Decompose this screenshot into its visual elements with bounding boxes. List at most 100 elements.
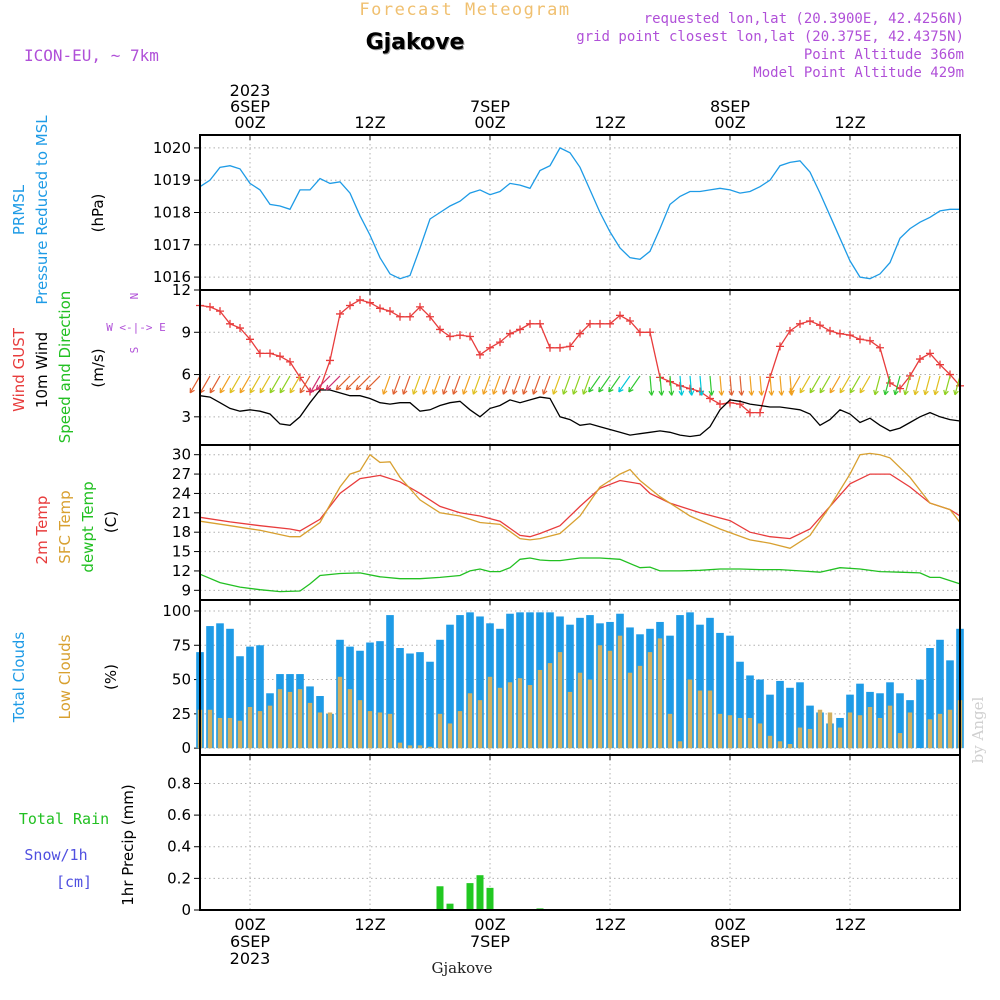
low-cloud-bar [747, 717, 753, 749]
compass-south: S [128, 347, 141, 354]
wind-arrow-head [839, 387, 845, 394]
wind-direction-arrow [249, 375, 261, 394]
total-cloud-bar [356, 650, 364, 749]
total-cloud-bar [466, 612, 474, 749]
gust-marker [796, 319, 804, 328]
gust-marker [776, 342, 784, 351]
top-time-label: 6SEP [230, 97, 270, 116]
temperature-ytick-label: 15 [172, 543, 191, 561]
top-time-label: 8SEP [710, 97, 750, 116]
wind-arrow-head [618, 386, 624, 393]
gust-marker [526, 319, 534, 328]
low-cloud-bar [277, 689, 283, 749]
gust-marker [836, 329, 844, 338]
bottom-time-label: 7SEP [470, 932, 510, 951]
bottom-time-label: 00Z [714, 915, 745, 934]
wind-direction-arrow [392, 375, 401, 395]
wind-direction-arrow [849, 375, 861, 394]
low-cloud-bar [557, 652, 563, 749]
wind-arrow-head [461, 389, 468, 395]
wind-arrow-head [315, 384, 322, 391]
gust-marker [706, 394, 714, 403]
wind-direction-arrow [859, 375, 871, 394]
wind-arrow-head [789, 387, 795, 394]
gust-marker [266, 349, 274, 358]
gust-marker [636, 328, 644, 337]
wind-direction-arrow [542, 375, 551, 395]
wind-arrow-head [391, 389, 398, 395]
low-cloud-bar [217, 717, 223, 749]
wind-arrow-head [239, 387, 245, 394]
wind-direction-arrow [269, 375, 281, 394]
wind-arrow-head [809, 387, 815, 394]
gust-marker [516, 325, 524, 334]
pressure-panel-labels: PRMSL Pressure Reduced to MSL (hPa) [10, 115, 107, 305]
total-cloud-bar [666, 635, 674, 749]
total-cloud-bar [366, 642, 374, 749]
wind-arrow-head [678, 390, 685, 396]
total-cloud-bar [456, 615, 464, 749]
gust-marker [216, 307, 224, 316]
wind-arrow-head [893, 389, 899, 396]
precip-ytick-label: 0.8 [167, 774, 191, 792]
low-cloud-bar [537, 669, 543, 749]
gust-marker [506, 329, 514, 338]
wind-direction-arrow [789, 375, 801, 394]
wind-direction-arrow [492, 375, 501, 395]
wind-arrow-head [799, 387, 805, 394]
pressure-ytick-label: 1020 [153, 139, 191, 157]
wind-direction-arrow [335, 375, 351, 391]
wind-label-10m: 10m Wind [33, 332, 51, 408]
wind-arrow-head [381, 389, 388, 395]
wind-arrow-head [943, 389, 949, 396]
gust-marker [626, 317, 634, 325]
low-cloud-bar [797, 727, 803, 749]
wind-direction-arrow [512, 375, 521, 395]
wind-direction-arrow [209, 375, 221, 394]
low-cloud-bar [387, 713, 393, 749]
low-cloud-bar [427, 746, 433, 749]
gust-marker [876, 343, 884, 352]
wind-panel-labels: Wind GUST 10m Wind Speed and Direction (… [10, 291, 166, 444]
temperature-series-dewpt-temp [199, 557, 961, 593]
temp-unit: (C) [102, 511, 120, 533]
precip-bar [486, 887, 494, 910]
temperature-ytick-label: 24 [172, 484, 191, 502]
wind-direction-arrow [289, 375, 301, 394]
clouds-ytick-label: 100 [162, 602, 191, 620]
wind-direction-arrow [452, 375, 461, 395]
pressure-label-prmsl: PRMSL [10, 184, 28, 235]
low-cloud-bar [517, 678, 523, 749]
total-cloud-bar [916, 679, 924, 749]
gust-marker [586, 319, 594, 328]
low-cloud-bar [907, 712, 913, 749]
gust-marker [296, 373, 304, 382]
wind-ytick-label: 9 [181, 323, 191, 341]
wind-direction-arrow [299, 375, 311, 394]
wind-arrow-head [873, 389, 879, 396]
wind-arrow-head [708, 390, 715, 396]
total-cloud-bar [726, 635, 734, 749]
requested-coords: requested lon,lat (20.3900E, 42.4256N) [644, 11, 964, 27]
total-cloud-bar [766, 694, 774, 749]
location-title: Gjakove [366, 30, 465, 55]
wind-arrow-head [431, 389, 438, 395]
clouds-ytick-label: 50 [172, 671, 191, 689]
wind-direction-arrow [924, 375, 931, 395]
precip-bar [436, 886, 444, 910]
gust-marker [806, 317, 814, 325]
wind-arrow-head [279, 387, 285, 394]
total-cloud-bar [386, 615, 394, 749]
low-cloud-bar [737, 717, 743, 749]
gust-marker [546, 343, 554, 352]
low-cloud-bar [687, 679, 693, 749]
precip-panel-labels: Total Rain Snow/1h [cm] 1hr Precip (mm) [19, 784, 137, 905]
pressure-unit: (hPa) [89, 194, 107, 233]
wind-direction-arrow [649, 375, 653, 396]
low-cloud-bar [467, 693, 473, 749]
wind-arrow-head [249, 387, 255, 394]
bottom-time-label: 2023 [230, 949, 271, 968]
gust-marker [646, 328, 654, 337]
low-cloud-bar [317, 712, 323, 749]
wind-arrow-head [859, 387, 865, 394]
